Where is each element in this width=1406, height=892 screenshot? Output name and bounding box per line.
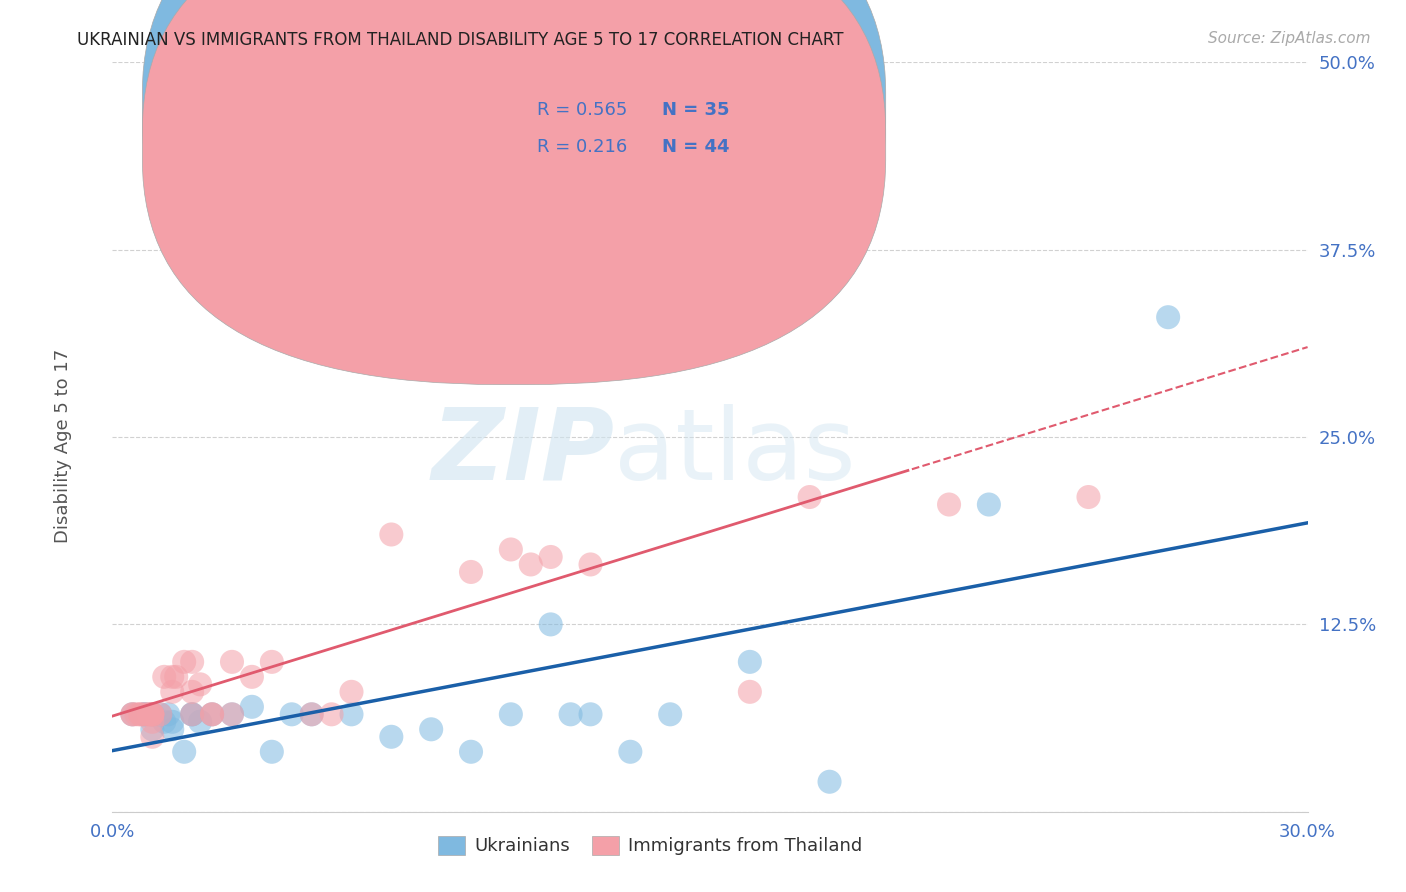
Point [579,558,602,572]
Point [181,655,204,669]
Point [221,707,243,722]
Point [129,707,152,722]
Point [141,714,163,729]
Point [260,745,283,759]
Point [340,685,363,699]
Point [240,699,263,714]
Text: R = 0.565: R = 0.565 [537,101,627,119]
Point [181,707,204,722]
Point [141,707,163,722]
Point [380,527,402,541]
Point [738,655,761,669]
Point [738,685,761,699]
Point [221,707,243,722]
Legend: Ukrainians, Immigrants from Thailand: Ukrainians, Immigrants from Thailand [432,829,869,863]
Text: R = 0.216: R = 0.216 [537,138,627,156]
Point [141,707,163,722]
Text: Disability Age 5 to 17: Disability Age 5 to 17 [55,349,72,543]
Point [619,175,641,189]
Point [141,723,163,737]
Point [134,707,156,722]
Point [149,707,172,722]
Point [162,723,183,737]
Point [173,655,195,669]
Point [579,707,602,722]
Point [340,707,363,722]
Point [141,707,163,722]
Point [818,774,841,789]
Point [938,498,960,512]
Point [201,707,224,722]
Point [499,542,522,557]
Point [240,670,263,684]
Point [138,707,160,722]
Point [125,707,148,722]
Point [121,707,143,722]
Point [129,707,152,722]
FancyBboxPatch shape [489,81,752,168]
Point [281,707,304,722]
Point [301,707,323,722]
Point [181,707,204,722]
Point [1157,310,1180,325]
Point [540,549,562,564]
Text: atlas: atlas [614,403,856,500]
Point [260,655,283,669]
Point [162,670,183,684]
Point [162,714,183,729]
FancyBboxPatch shape [142,0,886,384]
Text: N = 35: N = 35 [662,101,730,119]
Point [460,565,482,579]
Point [153,714,176,729]
Text: Source: ZipAtlas.com: Source: ZipAtlas.com [1208,31,1371,46]
Point [520,558,543,572]
Point [460,745,482,759]
Point [134,707,156,722]
Point [659,707,682,722]
Point [499,707,522,722]
Point [420,723,443,737]
Point [799,490,821,504]
Point [173,745,195,759]
Point [141,730,163,744]
Text: ZIP: ZIP [432,403,614,500]
Point [977,498,1000,512]
Point [188,714,211,729]
Point [540,617,562,632]
Point [121,707,143,722]
Point [157,707,180,722]
FancyBboxPatch shape [142,0,886,347]
Point [141,707,163,722]
Text: UKRAINIAN VS IMMIGRANTS FROM THAILAND DISABILITY AGE 5 TO 17 CORRELATION CHART: UKRAINIAN VS IMMIGRANTS FROM THAILAND DI… [77,31,844,49]
Point [141,707,163,722]
Point [221,655,243,669]
Point [321,707,343,722]
Text: N = 44: N = 44 [662,138,730,156]
Point [301,707,323,722]
Point [560,707,582,722]
Point [201,707,224,722]
Point [181,707,204,722]
Point [153,670,176,684]
Point [380,730,402,744]
Point [138,707,160,722]
Point [181,685,204,699]
Point [134,707,156,722]
Point [149,707,172,722]
Point [188,677,211,691]
Point [619,745,641,759]
Point [165,670,187,684]
Point [201,707,224,722]
Point [1077,490,1099,504]
Point [121,707,143,722]
Point [162,685,183,699]
Point [141,707,163,722]
